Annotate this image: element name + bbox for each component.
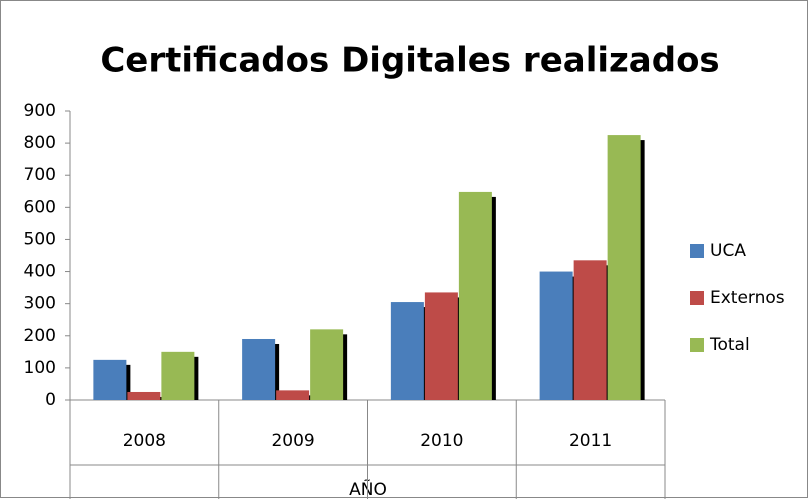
bar [539, 271, 573, 400]
bar [127, 391, 161, 400]
bar [242, 338, 276, 400]
y-tick-label: 900 [24, 101, 56, 121]
y-tick-label: 100 [24, 358, 56, 378]
bar [607, 135, 641, 401]
bar [310, 329, 344, 400]
y-tick-label: 800 [24, 133, 56, 153]
legend-swatch [690, 244, 704, 258]
bar [161, 351, 195, 400]
legend-swatch [690, 338, 704, 352]
x-tick-label: 2010 [420, 431, 463, 451]
y-tick-label: 700 [24, 165, 56, 185]
bar [424, 292, 458, 400]
y-tick-label: 300 [24, 294, 56, 314]
bar [276, 390, 310, 400]
legend-label: UCA [710, 241, 746, 261]
x-tick-label: 2011 [569, 431, 612, 451]
bar [93, 359, 127, 400]
x-tick-label: 2008 [123, 431, 166, 451]
y-tick-label: 0 [45, 390, 56, 410]
legend-label: Externos [710, 288, 785, 308]
legend-label: Total [709, 335, 750, 355]
y-tick-label: 200 [24, 326, 56, 346]
y-tick-label: 600 [24, 197, 56, 217]
bar [390, 302, 424, 400]
y-tick-label: 500 [24, 229, 56, 249]
bar [458, 191, 492, 400]
bar [573, 260, 607, 400]
chart-title: Certificados Digitales realizados [100, 41, 719, 81]
legend-swatch [690, 291, 704, 305]
y-tick-label: 400 [24, 262, 56, 282]
x-tick-label: 2009 [271, 431, 314, 451]
